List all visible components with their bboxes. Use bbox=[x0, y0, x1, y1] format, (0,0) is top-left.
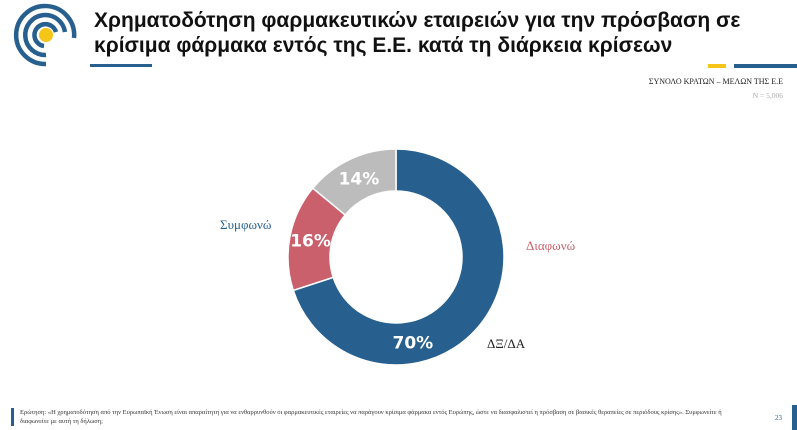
data-label-2: 14% bbox=[339, 169, 380, 189]
question-footnote: Ερώτηση: «Η χρηματοδότηση από την Ευρωπα… bbox=[11, 408, 740, 426]
data-label-1: 16% bbox=[290, 232, 331, 252]
donut-slice-2 bbox=[311, 148, 397, 216]
side-bar bbox=[792, 405, 797, 430]
title-underline bbox=[90, 64, 152, 67]
legend-label-agree: Συμφωνώ bbox=[220, 217, 272, 232]
accent-bar-yellow bbox=[708, 64, 726, 68]
page-title: Χρηματοδότηση φαρμακευτικών εταιρειών γι… bbox=[94, 9, 741, 57]
accent-bar-blue bbox=[734, 64, 797, 68]
legend-label-dk: ΔΞ/ΔΑ bbox=[487, 336, 526, 351]
legend-label-disagree: Διαφωνώ bbox=[526, 238, 576, 253]
page-number: 23 bbox=[775, 414, 782, 422]
logo-icon bbox=[13, 3, 77, 67]
data-label-0: 70% bbox=[392, 333, 433, 353]
sample-size: N = 5,006 bbox=[752, 91, 783, 100]
donut-slice-0 bbox=[292, 148, 505, 366]
subtitle: ΣΥΝΟΛΟ ΚΡΑΤΩΝ – ΜΕΛΩΝ ΤΗΣ Ε.Ε bbox=[648, 77, 783, 86]
